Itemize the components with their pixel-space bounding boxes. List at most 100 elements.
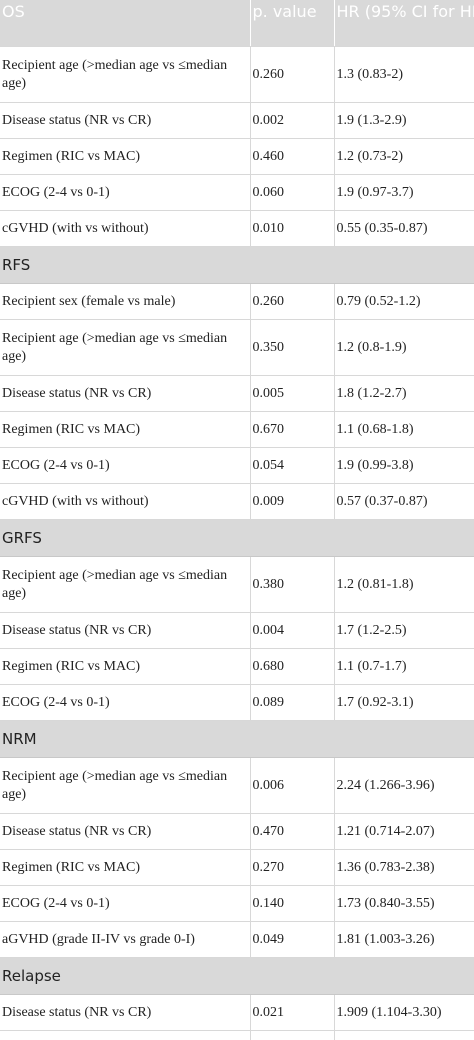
section-title: NRM (0, 720, 474, 758)
data-row: Regimen (RIC vs MAC) 0.680 1.1 (0.7-1.7) (0, 648, 474, 685)
data-row: cGVHD (with vs without) 0.009 0.57 (0.37-0… (0, 483, 474, 520)
hazard-ratio: 1.2 (0.8-1.9) (334, 319, 474, 376)
hazard-ratio: 1.1 (0.7-1.7) (334, 648, 474, 685)
hazard-ratio: 1.909 (1.104-3.30) (334, 994, 474, 1031)
data-row: Recipient age (>median age vs ≤median ag… (0, 319, 474, 376)
hazard-ratio: 1.81 (1.003-3.26) (334, 921, 474, 958)
data-row: cGVHD (with vs without) 0.010 0.55 (0.35-0… (0, 210, 474, 247)
row-label: Recipient age (>median age vs ≤median ag… (0, 46, 251, 103)
row-label: ECOG (2-4 vs 0-1) (0, 684, 251, 721)
hazard-ratio: 0.55 (0.35-0.87) (334, 210, 474, 247)
hazard-ratio: 2.24 (1.266-3.96) (334, 757, 474, 814)
row-label: ECOG (2-4 vs 0-1) (0, 174, 251, 211)
header-cell: OS (0, 0, 251, 47)
data-row: Regimen (RIC vs MAC) 0.460 1.2 (0.73-2) (0, 138, 474, 175)
hazard-ratio: 1.21 (0.714-2.07) (334, 813, 474, 850)
hazard-ratio: 1.2 (0.81-1.8) (334, 556, 474, 613)
data-row: cGVHD (with vs without)0.0520.529 (0.279… (0, 1030, 474, 1040)
p-value: 0.350 (250, 319, 335, 376)
row-label: Regimen (RIC vs MAC) (0, 648, 251, 685)
section-row: RFS (0, 246, 474, 284)
row-label: Disease status (NR vs CR) (0, 102, 251, 139)
hazard-ratio: 1.36 (0.783-2.38) (334, 849, 474, 886)
row-label: cGVHD (with vs without) (0, 210, 251, 247)
data-row: ECOG (2-4 vs 0-1) 0.089 1.7 (0.92-3.1) (0, 684, 474, 721)
data-row: Recipient sex (female vs male) 0.260 0.79 … (0, 283, 474, 320)
p-value: 0.021 (250, 994, 335, 1031)
data-row: Disease status (NR vs CR) 0.004 1.7 (1.2-2… (0, 612, 474, 649)
row-label: cGVHD (with vs without) (0, 483, 251, 520)
p-value: 0.005 (250, 375, 335, 412)
header-row: OS p. value HR (95% CI for HR) (0, 0, 474, 47)
section-title: GRFS (0, 519, 474, 557)
data-row: Recipient age (>median age vs ≤median ag… (0, 757, 474, 814)
p-value: 0.470 (250, 813, 335, 850)
section-row: Relapse (0, 957, 474, 995)
p-value: 0.054 (250, 447, 335, 484)
data-row: Regimen (RIC vs MAC) 0.270 1.36 (0.783-2.3… (0, 849, 474, 886)
p-value: 0.140 (250, 885, 335, 922)
header-cell: p. value (250, 0, 335, 47)
hazard-ratio: 0.79 (0.52-1.2) (334, 283, 474, 320)
section-title: Relapse (0, 957, 474, 995)
data-row: ECOG (2-4 vs 0-1) 0.054 1.9 (0.99-3.8) (0, 447, 474, 484)
section-row: NRM (0, 720, 474, 758)
row-label: Disease status (NR vs CR) (0, 994, 251, 1031)
p-value: 0.670 (250, 411, 335, 448)
hazard-ratio: 1.7 (0.92-3.1) (334, 684, 474, 721)
p-value: 0.089 (250, 684, 335, 721)
row-label: Regimen (RIC vs MAC) (0, 411, 251, 448)
hazard-ratio: 1.9 (1.3-2.9) (334, 102, 474, 139)
row-label: aGVHD (grade II-IV vs grade 0-I) (0, 921, 251, 958)
p-value: 0.060 (250, 174, 335, 211)
row-label: Regimen (RIC vs MAC) (0, 849, 251, 886)
data-row: Disease status (NR vs CR) 0.021 1.909 (1.1… (0, 994, 474, 1031)
row-label: ECOG (2-4 vs 0-1) (0, 447, 251, 484)
hazard-ratio: 0.57 (0.37-0.87) (334, 483, 474, 520)
hazard-ratio: 1.9 (0.99-3.8) (334, 447, 474, 484)
p-value: 0.009 (250, 483, 335, 520)
data-row: Disease status (NR vs CR) 0.005 1.8 (1.2-2… (0, 375, 474, 412)
table-body: Recipient age (>median age vs ≤median ag… (0, 46, 474, 1040)
data-row: Disease status (NR vs CR) 0.470 1.21 (0.71… (0, 813, 474, 850)
p-value: 0.680 (250, 648, 335, 685)
section-title: RFS (0, 246, 474, 284)
p-value: 0.270 (250, 849, 335, 886)
p-value: 0.260 (250, 46, 335, 103)
row-label: Recipient sex (female vs male) (0, 283, 251, 320)
p-value: 0.010 (250, 210, 335, 247)
hazard-ratio: 1.73 (0.840-3.55) (334, 885, 474, 922)
p-value: 0.006 (250, 757, 335, 814)
data-row: ECOG (2-4 vs 0-1) 0.140 1.73 (0.840-3.55) (0, 885, 474, 922)
row-label: ECOG (2-4 vs 0-1) (0, 885, 251, 922)
row-label: Disease status (NR vs CR) (0, 813, 251, 850)
data-row: Recipient age (>median age vs ≤median ag… (0, 46, 474, 103)
hazard-ratio: 0.529 (0.279-1.01) (334, 1030, 474, 1040)
hazard-ratio: 1.2 (0.73-2) (334, 138, 474, 175)
data-row: Disease status (NR vs CR) 0.002 1.9 (1.3-2… (0, 102, 474, 139)
hazard-ratio: 1.3 (0.83-2) (334, 46, 474, 103)
data-row: ECOG (2-4 vs 0-1) 0.060 1.9 (0.97-3.7) (0, 174, 474, 211)
p-value: 0.049 (250, 921, 335, 958)
p-value: 0.260 (250, 283, 335, 320)
section-row: GRFS (0, 519, 474, 557)
data-row: aGVHD (grade II-IV vs grade 0-I) 0.049 1.8… (0, 921, 474, 958)
hazard-ratio: 1.1 (0.68-1.8) (334, 411, 474, 448)
p-value: 0.052 (250, 1030, 335, 1040)
row-label: Disease status (NR vs CR) (0, 612, 251, 649)
data-row: Recipient age (>median age vs ≤median ag… (0, 556, 474, 613)
hazard-ratio: 1.9 (0.97-3.7) (334, 174, 474, 211)
p-value: 0.380 (250, 556, 335, 613)
row-label: Recipient age (>median age vs ≤median ag… (0, 556, 251, 613)
p-value: 0.460 (250, 138, 335, 175)
hazard-ratio: 1.7 (1.2-2.5) (334, 612, 474, 649)
row-label: Disease status (NR vs CR) (0, 375, 251, 412)
hazard-ratio: 1.8 (1.2-2.7) (334, 375, 474, 412)
p-value: 0.002 (250, 102, 335, 139)
row-label: cGVHD (with vs without) (0, 1030, 251, 1040)
row-label: Recipient age (>median age vs ≤median ag… (0, 319, 251, 376)
p-value: 0.004 (250, 612, 335, 649)
header-cell: HR (95% CI for HR) (334, 0, 474, 47)
